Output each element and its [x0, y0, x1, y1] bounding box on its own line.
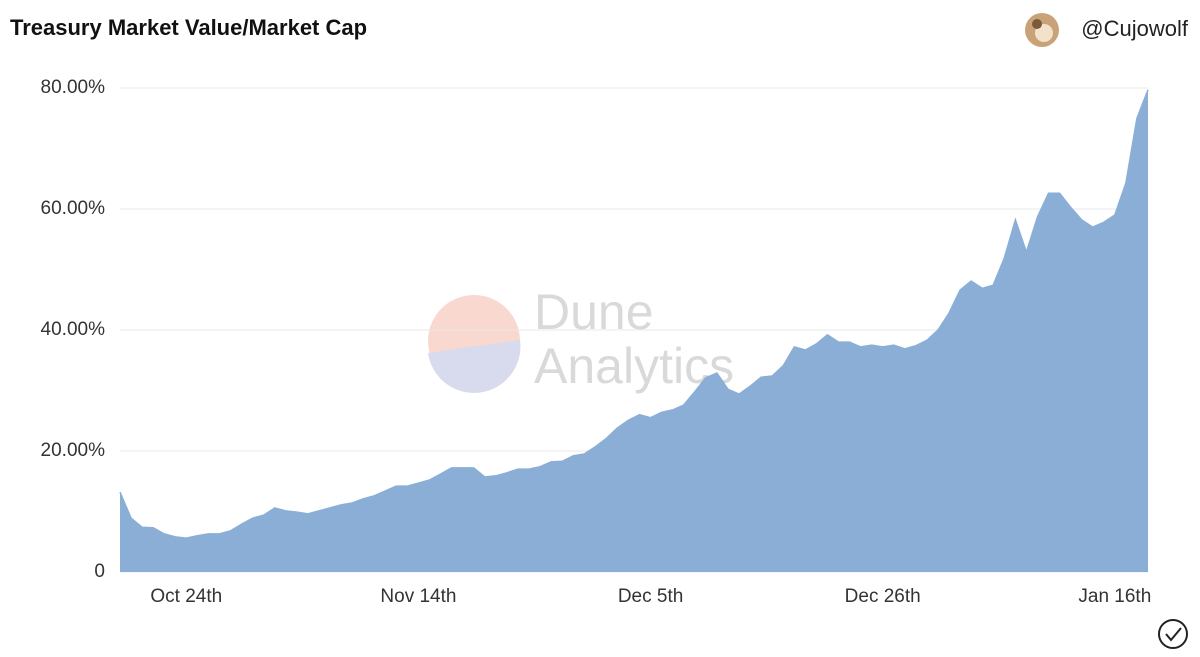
author: @Cujowolf — [1081, 16, 1189, 41]
x-tick-label: Dec 5th — [618, 586, 683, 607]
y-tick-label: 60.00% — [41, 198, 106, 219]
area-line — [119, 89, 1149, 539]
x-tick-label: Jan 16th — [1078, 586, 1151, 607]
watermark-text: Dune — [534, 284, 654, 340]
chart-title: Treasury Market Value/Market Cap — [10, 15, 367, 40]
x-tick-label: Dec 26th — [845, 586, 921, 607]
y-tick-label: 80.00% — [41, 77, 106, 98]
area-fill — [120, 89, 1148, 573]
watermark: Dune Analytics — [428, 284, 734, 394]
y-tick-label: 40.00% — [41, 319, 106, 340]
x-tick-label: Oct 24th — [150, 586, 222, 607]
check-icon — [1158, 619, 1188, 649]
y-tick-label: 20.00% — [41, 440, 106, 461]
y-tick-label: 0 — [94, 561, 105, 582]
x-tick-label: Nov 14th — [380, 586, 456, 607]
avatar — [1025, 13, 1059, 47]
